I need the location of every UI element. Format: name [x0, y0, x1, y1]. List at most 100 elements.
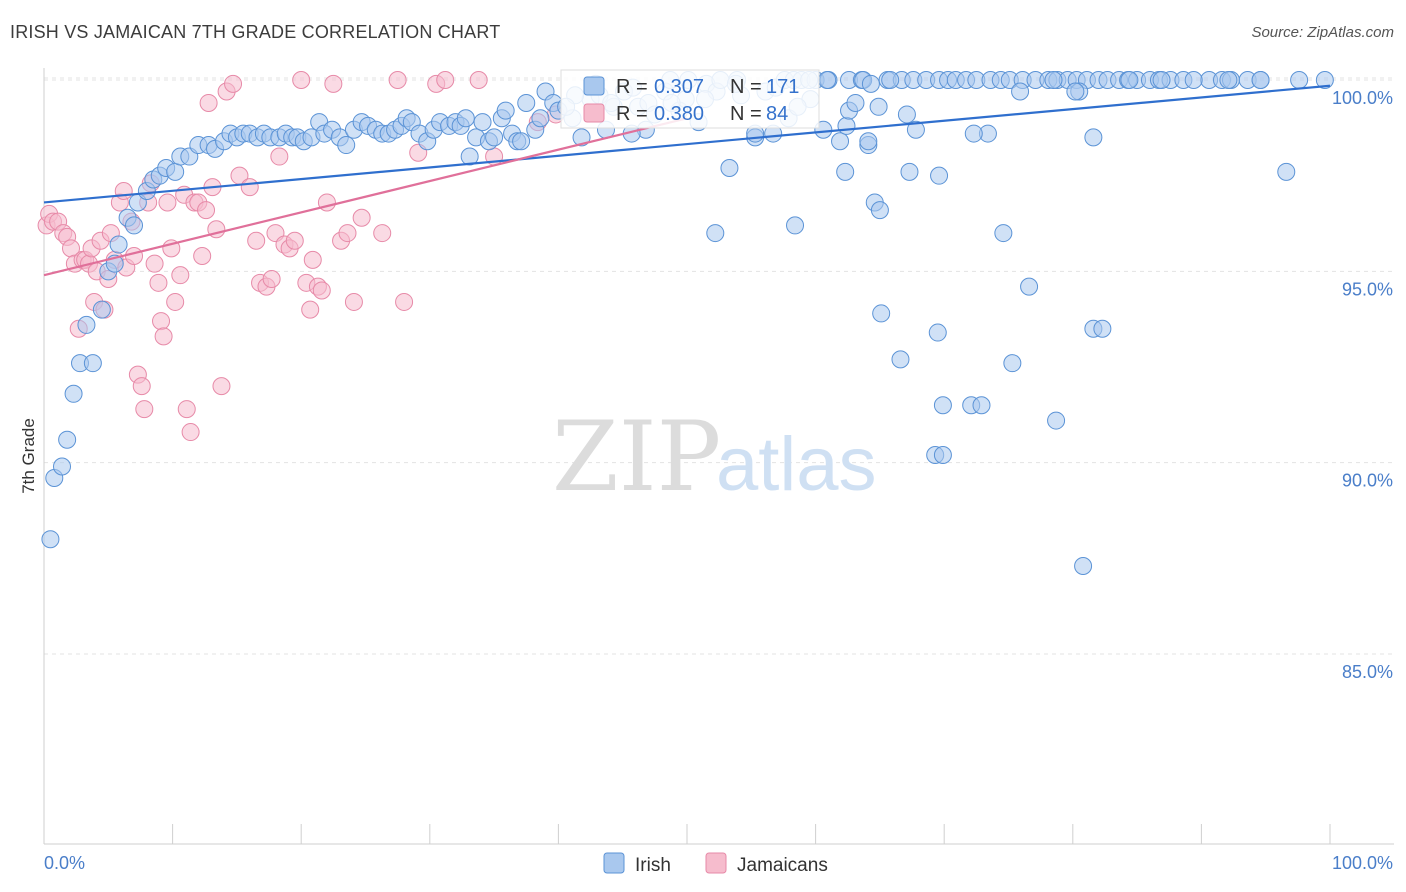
irish-point — [58, 430, 77, 449]
irish-point — [1093, 319, 1112, 338]
irish-point — [897, 105, 916, 124]
x-tick-label: 0.0% — [44, 853, 85, 873]
irish-point — [517, 93, 536, 112]
irish-point — [473, 113, 492, 132]
irish-point — [933, 446, 952, 465]
irish-trendline — [43, 84, 1331, 204]
jamaicans-point — [193, 247, 212, 266]
irish-point — [1074, 556, 1093, 575]
jamaicans-point — [436, 71, 455, 89]
jamaicans-point — [247, 231, 266, 250]
watermark-atlas: atlas — [716, 422, 877, 507]
y-tick-label: 95.0% — [1342, 279, 1393, 299]
irish-point — [906, 120, 925, 139]
legend-bottom-irish-swatch — [603, 852, 625, 874]
irish-point — [964, 124, 983, 143]
irish-point — [933, 396, 952, 415]
irish-point — [1044, 71, 1063, 89]
legend-irish-swatch — [583, 76, 605, 96]
jamaicans-point — [240, 178, 259, 197]
watermark: ZIP atlas — [552, 401, 877, 513]
irish-point — [1003, 354, 1022, 373]
irish-point — [831, 132, 850, 151]
legend-irish-r-label: R = — [616, 76, 648, 98]
irish-point — [861, 74, 880, 93]
irish-point — [720, 159, 739, 178]
x-tick-labels: 0.0% 100.0% — [44, 853, 1393, 873]
irish-point — [836, 162, 855, 181]
jamaicans-point — [301, 300, 320, 319]
irish-point — [512, 132, 531, 151]
irish-point — [1011, 82, 1030, 101]
irish-point — [859, 132, 878, 151]
jamaicans-point — [324, 74, 343, 93]
jamaicans-point — [312, 281, 331, 300]
irish-point — [92, 300, 111, 319]
jamaicans-point — [338, 224, 357, 243]
irish-point — [125, 216, 144, 235]
irish-point — [460, 147, 479, 166]
legend-bottom-jamaicans-label: Jamaicans — [737, 855, 828, 876]
legend-irish-n-label: N = — [730, 76, 762, 98]
jamaicans-point — [149, 273, 168, 292]
irish-point — [900, 162, 919, 181]
jamaicans-point — [199, 93, 218, 112]
y-axis-label: 7th Grade — [19, 418, 38, 494]
jamaicans-trendline — [43, 117, 688, 277]
legend-top: R = 0.307 N = 171 R = 0.380 N = 84 — [560, 69, 820, 129]
irish-point — [1047, 411, 1066, 430]
jamaicans-point — [166, 292, 185, 311]
jamaicans-point — [292, 71, 311, 89]
irish-point — [456, 109, 475, 128]
irish-point — [1290, 71, 1309, 89]
chart-title: IRISH VS JAMAICAN 7TH GRADE CORRELATION … — [10, 22, 501, 42]
jamaicans-point — [145, 254, 164, 273]
irish-point — [881, 71, 900, 89]
legend-bottom-irish-label: Irish — [635, 855, 671, 876]
legend-jamaicans-n-value: 84 — [766, 103, 788, 125]
legend-jamaicans-r-label: R = — [616, 103, 648, 125]
irish-point — [706, 224, 725, 243]
irish-point — [1066, 82, 1085, 101]
jamaicans-point — [262, 269, 281, 288]
jamaicans-point — [469, 71, 488, 89]
jamaicans-point — [114, 181, 133, 200]
jamaicans-point — [154, 327, 173, 346]
jamaicans-point — [181, 423, 200, 442]
jamaicans-point — [171, 266, 190, 285]
irish-point — [872, 304, 891, 323]
x-ticks — [172, 824, 1331, 844]
irish-point — [818, 71, 837, 89]
irish-point — [572, 128, 591, 147]
legend-jamaicans-r-value: 0.380 — [654, 103, 704, 125]
grid-lines — [44, 77, 1394, 655]
irish-point — [972, 396, 991, 415]
jamaicans-point — [152, 312, 171, 331]
jamaicans-point — [212, 377, 231, 396]
irish-point — [83, 354, 102, 373]
irish-point — [930, 166, 949, 185]
jamaicans-point — [373, 224, 392, 243]
irish-point — [337, 136, 356, 155]
irish-point — [1120, 71, 1139, 89]
jamaicans-point — [132, 377, 151, 396]
jamaicans-point — [224, 74, 243, 93]
legend-irish-r-value: 0.307 — [654, 76, 704, 98]
y-tick-label: 85.0% — [1342, 662, 1393, 682]
irish-point — [1184, 71, 1203, 89]
y-tick-label: 100.0% — [1332, 88, 1393, 108]
watermark-zip: ZIP — [552, 401, 721, 513]
jamaicans-point — [270, 147, 289, 166]
legend-bottom-jamaicans-swatch — [705, 852, 727, 874]
irish-point — [64, 384, 83, 403]
irish-point — [846, 93, 865, 112]
jamaicans-point — [303, 250, 322, 269]
y-tick-labels: 85.0% 90.0% 95.0% 100.0% — [1332, 88, 1393, 682]
jamaicans-point — [197, 201, 216, 220]
irish-point — [41, 530, 60, 549]
x-tick-label: 100.0% — [1332, 853, 1393, 873]
jamaicans-point — [158, 193, 177, 212]
irish-point — [166, 162, 185, 181]
legend-jamaicans-swatch — [583, 103, 605, 123]
